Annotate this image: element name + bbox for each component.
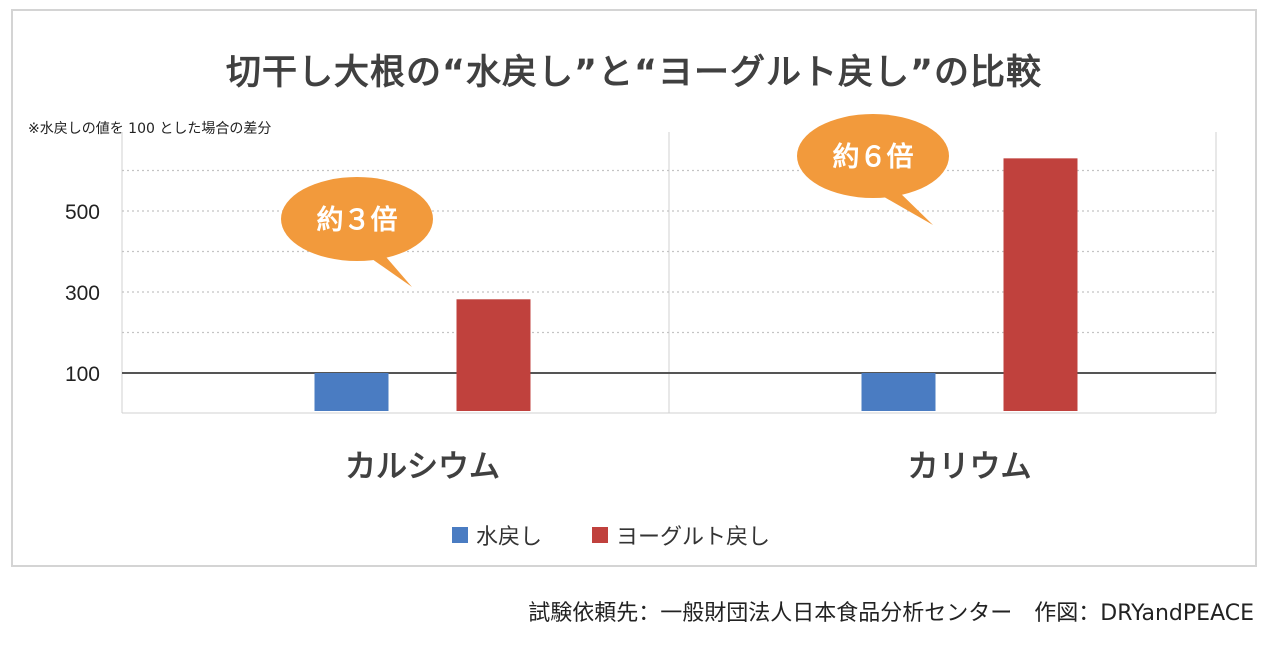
y-tick-labels: 100 300 500 xyxy=(65,201,100,386)
legend-label: 水戻し xyxy=(476,525,542,550)
bar xyxy=(456,299,531,411)
category-label: カリウム xyxy=(908,449,1032,485)
category-labels: カルシウム カリウム xyxy=(345,449,1032,485)
chart-title: 切干し大根の“水戻し”と“ヨーグルト戻し”の比較 xyxy=(225,53,1042,93)
y-tick-label: 300 xyxy=(65,282,100,305)
callout-bubble: 約６倍 xyxy=(797,114,949,225)
legend-label: ヨーグルト戻し xyxy=(616,525,770,550)
bar xyxy=(1003,158,1078,411)
bar xyxy=(314,373,389,411)
legend-swatch xyxy=(592,527,608,543)
legend-swatch xyxy=(452,527,468,543)
bar xyxy=(861,373,936,411)
legend: 水戻し ヨーグルト戻し xyxy=(452,525,770,550)
callout-bubble: 約３倍 xyxy=(281,177,433,287)
bars xyxy=(314,158,1078,411)
callout-ellipse xyxy=(281,177,433,261)
chart-note: ※水戻しの値を 100 とした場合の差分 xyxy=(28,121,272,137)
callouts: 約３倍 約６倍 xyxy=(281,114,949,287)
category-label: カルシウム xyxy=(345,449,500,485)
y-tick-label: 500 xyxy=(65,201,100,224)
callout-label: 約３倍 xyxy=(317,204,398,236)
credit-text: 試験依頼先：一般財団法人日本食品分析センター 作図：DRYandPEACE xyxy=(528,601,1254,626)
callout-label: 約６倍 xyxy=(833,141,914,173)
callout-ellipse xyxy=(797,114,949,198)
y-tick-label: 100 xyxy=(65,363,100,386)
